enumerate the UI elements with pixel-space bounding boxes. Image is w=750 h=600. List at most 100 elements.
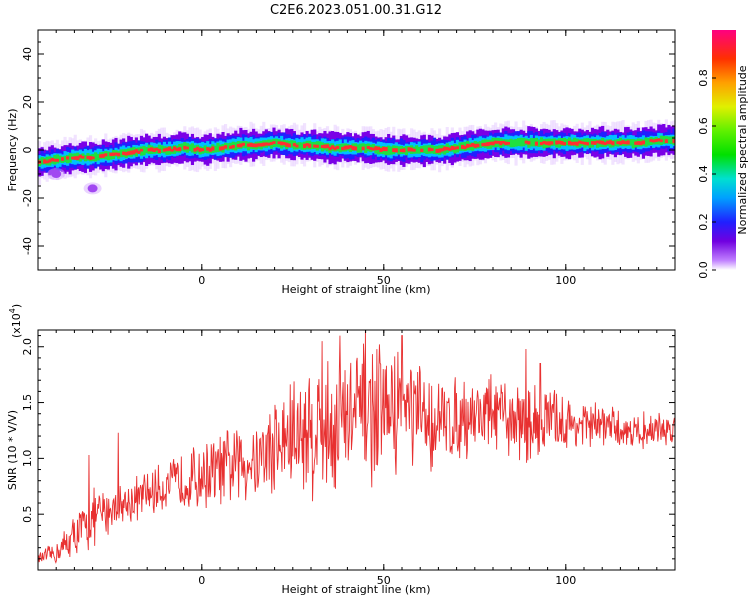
heatmap-cell bbox=[481, 142, 485, 147]
heatmap-cell bbox=[598, 140, 602, 144]
snr-series-line bbox=[38, 330, 675, 564]
colorbar-tick-label: 0.0 bbox=[697, 261, 710, 279]
heatmap-cell bbox=[252, 143, 256, 148]
heatmap-cell bbox=[50, 157, 54, 162]
heatmap-cell bbox=[580, 141, 584, 145]
heatmap-cell bbox=[218, 146, 223, 151]
heatmap-cell bbox=[185, 146, 189, 150]
heatmap-cell bbox=[621, 140, 625, 145]
x-tick-label: 100 bbox=[555, 274, 576, 287]
heatmap-cell bbox=[562, 142, 567, 146]
chart-title: C2E6.2023.051.00.31.G12 bbox=[270, 3, 442, 18]
heatmap-cell bbox=[241, 142, 245, 146]
heatmap-cell bbox=[71, 156, 75, 160]
heatmap-cell bbox=[83, 154, 88, 162]
heatmap-cell bbox=[53, 158, 57, 162]
heatmap-cell bbox=[489, 141, 493, 146]
heatmap-cell bbox=[63, 155, 67, 163]
heatmap-cell bbox=[73, 156, 77, 160]
x-tick-label: 0 bbox=[198, 574, 205, 587]
heatmap-cell bbox=[338, 143, 342, 153]
heatmap-cell bbox=[353, 146, 358, 151]
heatmap-cell bbox=[91, 156, 95, 160]
heatmap-cell bbox=[244, 141, 248, 149]
heatmap-cell bbox=[410, 147, 414, 152]
heatmap-cell bbox=[616, 141, 620, 145]
heatmap-cell bbox=[206, 147, 210, 151]
heatmap-cell bbox=[43, 159, 47, 164]
heatmap-cell bbox=[274, 138, 279, 147]
heatmap-cell bbox=[427, 147, 431, 152]
heatmap-cell bbox=[320, 145, 324, 148]
heatmap-cell bbox=[652, 139, 656, 143]
heatmap-cell bbox=[188, 144, 192, 152]
heatmap-cell bbox=[407, 147, 411, 152]
heatmap-cell bbox=[208, 147, 212, 152]
snr-frame bbox=[37, 329, 676, 571]
y-tick-label: 20 bbox=[21, 95, 34, 109]
heatmap-cell bbox=[458, 142, 462, 151]
heatmap-cell bbox=[226, 143, 230, 151]
heatmap-cell bbox=[634, 141, 638, 145]
heatmap-cell bbox=[127, 151, 131, 156]
heatmap-cell bbox=[262, 142, 266, 147]
heatmap-cell bbox=[292, 143, 296, 147]
heatmap-cell bbox=[45, 160, 49, 164]
heatmap-cell bbox=[483, 142, 488, 147]
heatmap-cell bbox=[417, 146, 421, 154]
heatmap-cell bbox=[101, 153, 105, 158]
heatmap-cell bbox=[272, 141, 276, 145]
heatmap-cell bbox=[68, 153, 72, 163]
heatmap-cell bbox=[471, 142, 475, 147]
heatmap-cell bbox=[657, 138, 661, 145]
heatmap-cell bbox=[618, 141, 623, 145]
heatmap-cell bbox=[402, 148, 406, 153]
heatmap-cell bbox=[58, 155, 62, 163]
x-tick-label: 0 bbox=[198, 274, 205, 287]
heatmap-cell bbox=[575, 141, 579, 146]
y-tick-label: -20 bbox=[21, 189, 34, 207]
heatmap-cell bbox=[96, 153, 100, 161]
heatmap-cell bbox=[198, 147, 202, 152]
heatmap-cell bbox=[486, 142, 490, 147]
heatmap-cell bbox=[524, 140, 528, 144]
heatmap-cell bbox=[389, 146, 393, 155]
heatmap-cell bbox=[596, 139, 600, 148]
heatmap-cell bbox=[277, 141, 281, 145]
heatmap-cell bbox=[343, 145, 347, 150]
snr-multiplier-exp: 4 bbox=[8, 308, 17, 313]
heatmap-cell bbox=[178, 147, 182, 152]
heatmap-cell bbox=[351, 145, 355, 151]
heatmap-cell bbox=[412, 148, 416, 152]
heatmap-cell bbox=[460, 144, 465, 149]
heatmap-cell bbox=[66, 156, 70, 160]
heatmap-cell bbox=[596, 140, 600, 144]
heatmap-cell bbox=[532, 138, 536, 147]
heatmap-cell bbox=[519, 137, 523, 147]
heatmap-cell bbox=[264, 142, 268, 146]
heatmap-cell bbox=[254, 143, 258, 148]
heatmap-cell bbox=[224, 145, 228, 149]
heatmap-cell bbox=[420, 148, 424, 152]
heatmap-cell bbox=[310, 141, 314, 150]
heatmap-cell bbox=[167, 146, 172, 151]
heatmap-ticks: 0 50 100 40 20 0 -20 -40 bbox=[21, 29, 676, 287]
heatmap-cell bbox=[590, 141, 595, 145]
heatmap-cell bbox=[473, 143, 477, 148]
heatmap-cell bbox=[308, 143, 312, 148]
snr-multiplier-base: (x10 bbox=[10, 313, 23, 338]
heatmap-cell bbox=[129, 150, 133, 155]
heatmap-cell bbox=[539, 141, 544, 146]
heatmap-cell bbox=[672, 139, 675, 144]
heatmap-cell bbox=[603, 142, 607, 146]
heatmap-cell bbox=[280, 141, 284, 146]
heatmap-cell bbox=[565, 138, 569, 146]
heatmap-cell bbox=[371, 144, 375, 151]
heatmap-cell bbox=[573, 141, 577, 146]
heatmap-cell bbox=[290, 140, 294, 148]
heatmap-cell bbox=[387, 145, 391, 156]
x-tick-label: 100 bbox=[555, 574, 576, 587]
heatmap-cell bbox=[106, 151, 110, 161]
heatmap-cell bbox=[173, 146, 177, 151]
heatmap-cell bbox=[606, 140, 610, 145]
